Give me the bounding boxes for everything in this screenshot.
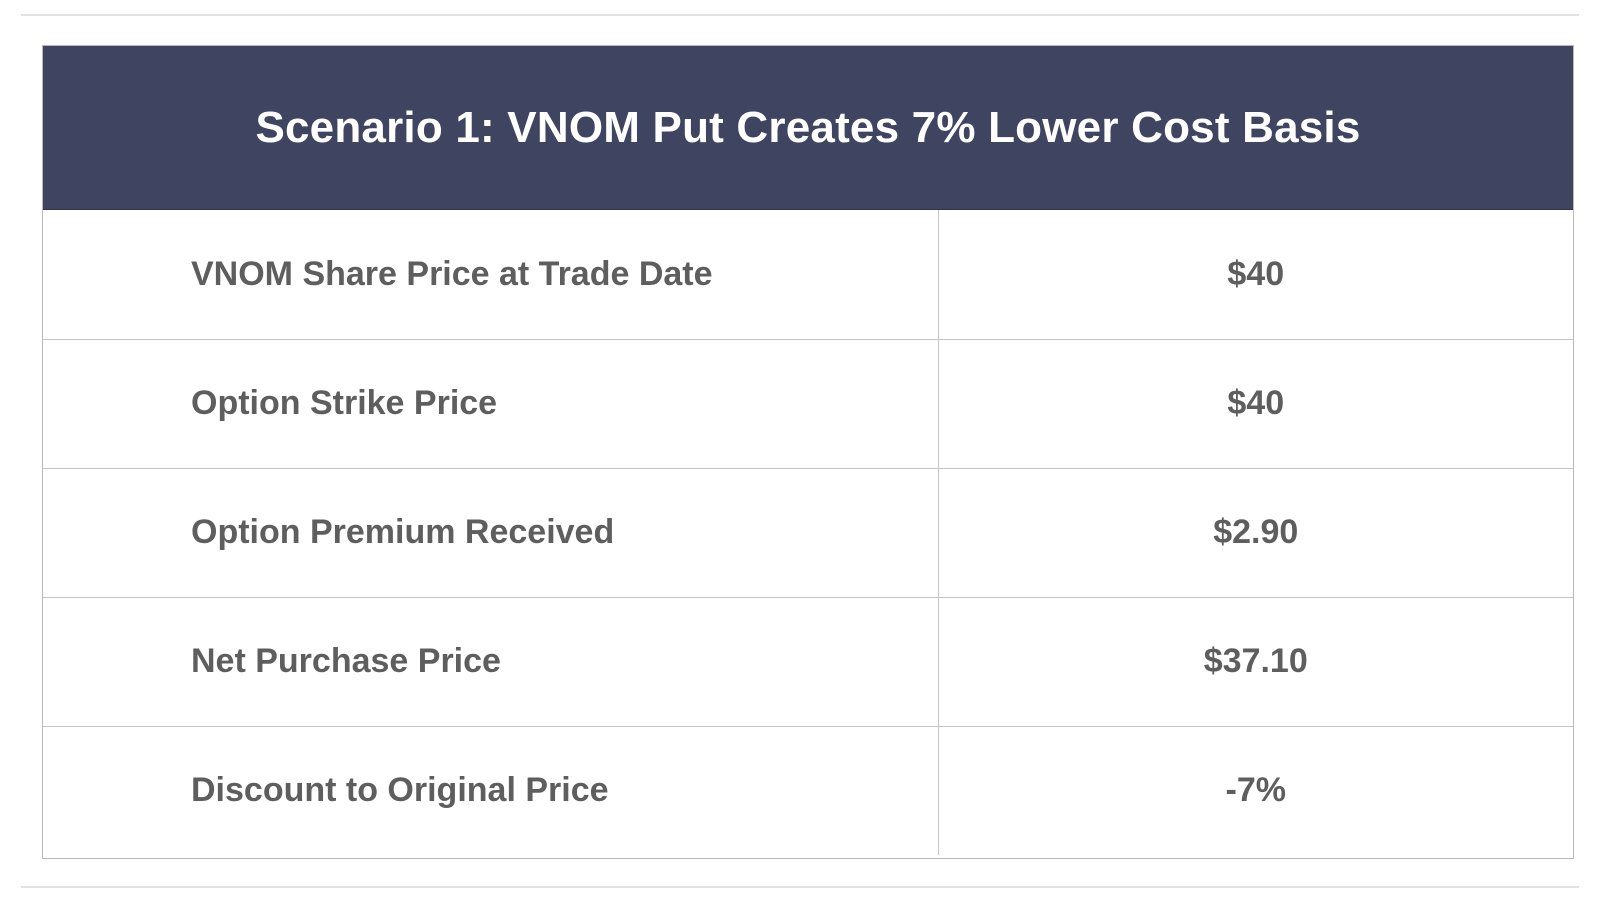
table-header: Scenario 1: VNOM Put Creates 7% Lower Co… [43, 46, 1573, 210]
table-row-strike-price: Option Strike Price $40 [43, 338, 1573, 468]
row-label: VNOM Share Price at Trade Date [43, 210, 939, 339]
row-value: -7% [938, 725, 1573, 855]
table-title: Scenario 1: VNOM Put Creates 7% Lower Co… [255, 102, 1361, 152]
row-value: $40 [1227, 254, 1285, 293]
bottom-divider [21, 886, 1579, 888]
scenario-table: VNOM Share Price at Trade Date $40 Optio… [43, 210, 1573, 855]
row-value: $37.10 [938, 596, 1573, 726]
table-row-net-purchase: Net Purchase Price $37.10 [43, 596, 1573, 726]
top-divider [21, 14, 1579, 16]
table-row-premium: Option Premium Received $2.90 [43, 467, 1573, 597]
row-label: Net Purchase Price [43, 596, 939, 726]
row-value: $40 [938, 338, 1573, 468]
row-value: $2.90 [938, 467, 1573, 597]
scenario-table-card: Scenario 1: VNOM Put Creates 7% Lower Co… [42, 45, 1574, 859]
row-label: Option Strike Price [43, 338, 939, 468]
table-row-discount: Discount to Original Price -7% [43, 725, 1573, 855]
table-row-share-price: VNOM Share Price at Trade Date $40 [43, 210, 1573, 339]
row-label: Option Premium Received [43, 467, 939, 597]
row-label: Discount to Original Price [43, 725, 939, 855]
